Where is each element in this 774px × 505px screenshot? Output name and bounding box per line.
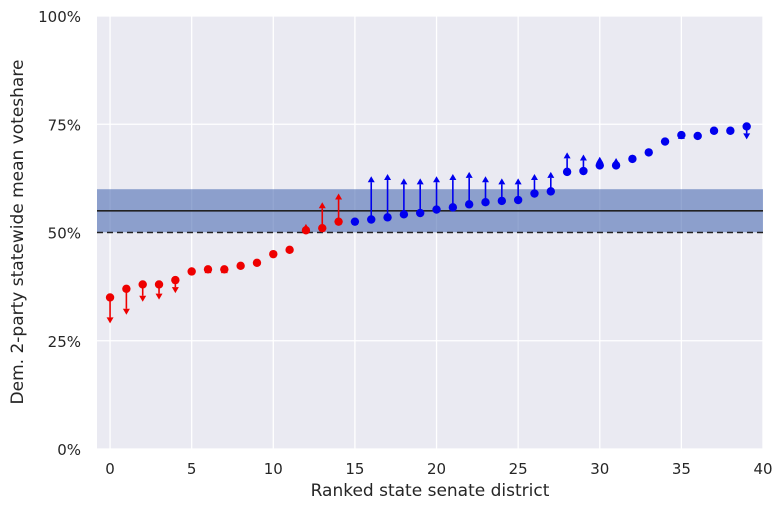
- change-arrow-head: [139, 295, 147, 302]
- data-marks: [105, 122, 751, 324]
- y-axis-ticks: 0% 25% 50% 75% 100%: [38, 8, 81, 459]
- district-point: [660, 137, 670, 146]
- district-point: [154, 280, 164, 289]
- district-point: [497, 196, 507, 206]
- change-arrow-head: [465, 171, 473, 178]
- y-tick-label: 50%: [48, 225, 81, 243]
- district-point: [399, 210, 409, 219]
- district-point: [350, 217, 360, 226]
- district-point: [742, 122, 751, 131]
- change-arrow-head: [384, 174, 392, 181]
- district-point: [432, 205, 441, 214]
- change-arrow-head: [171, 287, 179, 294]
- district-point: [301, 226, 311, 235]
- district-point: [677, 130, 686, 140]
- district-point: [269, 249, 278, 259]
- change-arrow-head: [514, 178, 522, 185]
- district-point: [693, 131, 702, 141]
- district-point: [416, 208, 425, 218]
- district-point: [530, 189, 539, 198]
- change-arrow-head: [547, 171, 555, 178]
- district-point: [367, 215, 376, 224]
- district-point: [122, 284, 131, 293]
- district-point: [334, 217, 343, 226]
- district-point: [448, 203, 458, 212]
- change-arrow-head: [596, 156, 604, 163]
- change-arrow-head: [530, 174, 538, 181]
- x-tick-label: 20: [427, 460, 446, 478]
- change-arrow-head: [563, 152, 571, 159]
- district-point: [138, 280, 147, 289]
- y-tick-label: 100%: [38, 8, 81, 26]
- y-tick-label: 75%: [48, 116, 81, 134]
- change-arrow-head: [106, 317, 114, 324]
- x-tick-label: 25: [509, 460, 528, 478]
- district-point: [709, 126, 719, 135]
- change-arrow-head: [122, 308, 130, 315]
- district-point: [171, 275, 180, 285]
- district-point: [252, 258, 262, 268]
- y-axis-label: Dem. 2-party statewide mean voteshare: [8, 60, 28, 405]
- district-point: [481, 197, 490, 207]
- district-point: [464, 200, 474, 209]
- district-point: [105, 293, 115, 302]
- district-point: [628, 154, 637, 164]
- district-point: [579, 166, 588, 176]
- x-tick-label: 35: [672, 460, 691, 478]
- x-tick-label: 30: [590, 460, 609, 478]
- district-point: [513, 195, 523, 205]
- district-point: [383, 213, 392, 222]
- district-point: [595, 161, 604, 170]
- change-arrow-head: [416, 178, 424, 185]
- x-tick-label: 10: [264, 460, 283, 478]
- change-arrow-head: [449, 174, 457, 181]
- change-arrow-head: [400, 178, 408, 185]
- x-axis-label: Ranked state senate district: [311, 481, 550, 501]
- y-tick-label: 0%: [57, 441, 81, 459]
- change-arrow-head: [743, 133, 751, 140]
- change-arrow-head: [433, 176, 441, 183]
- change-arrow-head: [482, 176, 489, 183]
- x-axis-ticks: 0 5 10 15 20 25 30 35 40: [105, 460, 772, 478]
- change-arrow-head: [335, 193, 343, 200]
- change-arrow-head: [579, 154, 587, 161]
- x-tick-label: 5: [187, 460, 197, 478]
- district-point: [318, 223, 327, 233]
- district-point: [236, 261, 245, 271]
- x-tick-label: 0: [105, 460, 115, 478]
- district-point: [203, 265, 213, 274]
- y-tick-label: 25%: [48, 333, 81, 351]
- district-point: [285, 245, 294, 255]
- district-point: [611, 161, 621, 170]
- district-point: [546, 187, 555, 196]
- district-point: [220, 265, 229, 274]
- district-point: [562, 167, 572, 177]
- x-tick-label: 15: [345, 460, 364, 478]
- change-arrow-head: [498, 178, 506, 185]
- district-point: [644, 148, 653, 157]
- change-arrow-head: [367, 176, 375, 183]
- change-arrow-head: [318, 202, 326, 209]
- district-point: [187, 267, 196, 276]
- x-tick-label: 40: [753, 460, 772, 478]
- district-point: [726, 126, 735, 135]
- change-arrow-head: [155, 293, 163, 300]
